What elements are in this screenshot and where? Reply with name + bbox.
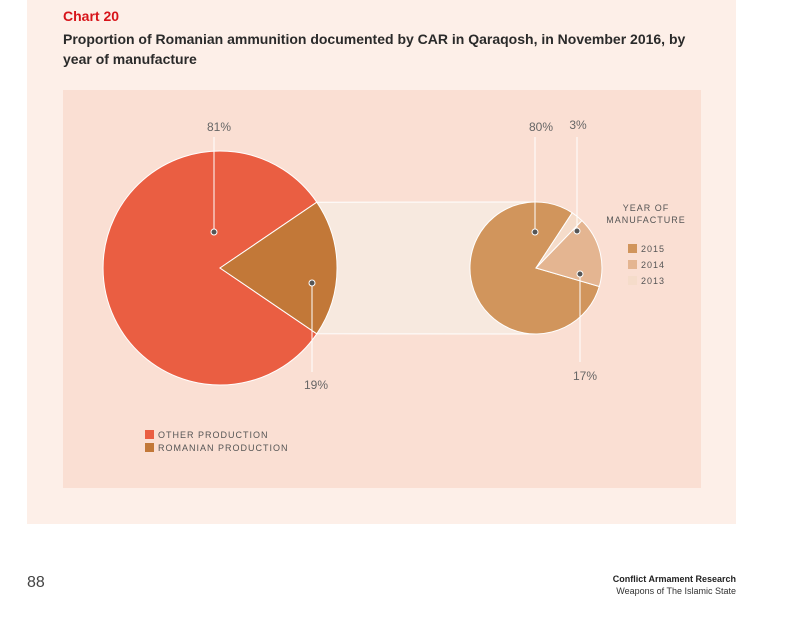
legend-label-2015: 2015	[641, 244, 665, 254]
slice-2014	[535, 219, 603, 288]
legend-swatch-romanian-production	[145, 443, 154, 452]
legend-label-2013: 2013	[641, 276, 665, 286]
year-2013-dot	[573, 227, 581, 235]
year-legend-title: MANUFACTURE	[606, 215, 686, 225]
year-2014-dot	[576, 270, 584, 278]
production-legend: OTHER PRODUCTION ROMANIAN PRODUCTION	[145, 430, 289, 453]
legend-label-2014: 2014	[641, 260, 665, 270]
footer-organization: Conflict Armament Research	[612, 574, 736, 584]
year-pie	[469, 201, 603, 335]
legend-swatch-other-production	[145, 430, 154, 439]
chart-number: Chart 20	[63, 8, 120, 24]
other-production-dot	[210, 228, 218, 236]
chart-title: Proportion of Romanian ammunition docume…	[63, 31, 686, 67]
legend-swatch-2013	[628, 276, 637, 285]
romanian-production-value-label: 19%	[304, 378, 328, 392]
slice-callouts: 81% 19% 80% 3% 17%	[207, 118, 597, 392]
legend-label-romanian-production: ROMANIAN PRODUCTION	[158, 443, 289, 453]
legend-swatch-2015	[628, 244, 637, 253]
slice-other-production	[102, 150, 318, 386]
slice-2015	[469, 201, 600, 335]
year-2015-value-label: 80%	[529, 120, 553, 134]
legend-label-other-production: OTHER PRODUCTION	[158, 430, 269, 440]
year-legend: YEAR OF MANUFACTURE 2015 2014 2013	[606, 203, 686, 286]
year-2013-value-label: 3%	[569, 118, 587, 132]
romanian-production-dot	[308, 279, 316, 287]
year-legend-title: YEAR OF	[623, 203, 670, 213]
footer-report-title: Weapons of The Islamic State	[616, 586, 736, 596]
year-2015-dot	[531, 228, 539, 236]
legend-swatch-2014	[628, 260, 637, 269]
slice-romanian-production	[219, 201, 338, 335]
other-production-value-label: 81%	[207, 120, 231, 134]
page-number: 88	[27, 574, 45, 591]
year-2014-value-label: 17%	[573, 369, 597, 383]
